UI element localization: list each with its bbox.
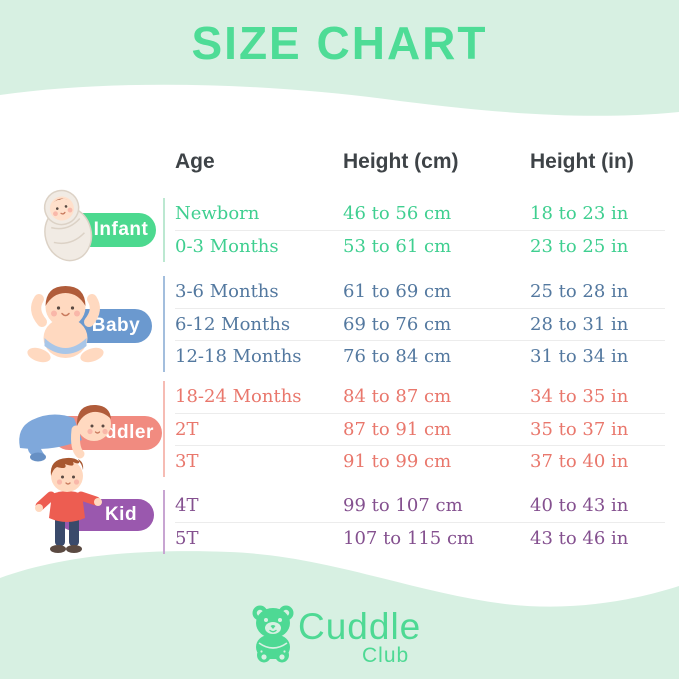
age-cell: 12-18 Months: [175, 346, 302, 367]
height-in-cell: 40 to 43 in: [530, 495, 629, 516]
height-cm-cell: 69 to 76 cm: [343, 314, 452, 335]
table-row: 4T 99 to 107 cm 40 to 43 in: [175, 490, 665, 522]
table-header: Age Height (cm) Height (in): [175, 150, 665, 174]
height-in-cell: 25 to 28 in: [530, 281, 629, 302]
table-row: 5T 107 to 115 cm 43 to 46 in: [175, 522, 665, 554]
group-infant: Newborn 46 to 56 cm 18 to 23 in 0-3 Mont…: [163, 198, 665, 262]
age-cell: 3-6 Months: [175, 281, 279, 302]
height-cm-cell: 76 to 84 cm: [343, 346, 452, 367]
age-cell: 2T: [175, 419, 199, 440]
age-cell: 3T: [175, 451, 199, 472]
group-kid: 4T 99 to 107 cm 40 to 43 in 5T 107 to 11…: [163, 490, 665, 554]
table-row: 0-3 Months 53 to 61 cm 23 to 25 in: [175, 230, 665, 262]
group-baby: 3-6 Months 61 to 69 cm 25 to 28 in 6-12 …: [163, 276, 665, 372]
height-cm-cell: 53 to 61 cm: [343, 236, 452, 257]
toddler-illustration: [19, 404, 111, 462]
height-in-cell: 34 to 35 in: [530, 386, 629, 407]
table-row: 3-6 Months 61 to 69 cm 25 to 28 in: [175, 276, 665, 308]
height-cm-cell: 61 to 69 cm: [343, 281, 452, 302]
age-cell: 5T: [175, 528, 199, 549]
kid-illustration: [35, 457, 102, 553]
brand-name: Cuddle: [298, 606, 422, 647]
table-row: 2T 87 to 91 cm 35 to 37 in: [175, 413, 665, 445]
col-header-height-in: Height (in): [530, 150, 634, 173]
table-row: 3T 91 to 99 cm 37 to 40 in: [175, 445, 665, 477]
col-header-age: Age: [175, 150, 215, 173]
height-in-cell: 23 to 25 in: [530, 236, 629, 257]
height-in-cell: 31 to 34 in: [530, 346, 629, 367]
height-cm-cell: 87 to 91 cm: [343, 419, 452, 440]
age-cell: 6-12 Months: [175, 314, 291, 335]
height-in-cell: 35 to 37 in: [530, 419, 629, 440]
group-toddler: 18-24 Months 84 to 87 cm 34 to 35 in 2T …: [163, 381, 665, 477]
brand-subname: Club: [362, 644, 410, 667]
height-in-cell: 18 to 23 in: [530, 203, 629, 224]
height-cm-cell: 84 to 87 cm: [343, 386, 452, 407]
baby-illustration: [27, 286, 104, 363]
teddy-bear-icon: [252, 605, 294, 663]
page-title: SIZE CHART: [191, 17, 488, 69]
height-in-cell: 28 to 31 in: [530, 314, 629, 335]
swaddled-infant-illustration: [43, 189, 93, 262]
height-cm-cell: 107 to 115 cm: [343, 528, 475, 549]
age-cell: 0-3 Months: [175, 236, 279, 257]
table-row: 6-12 Months 69 to 76 cm 28 to 31 in: [175, 308, 665, 340]
age-cell: Newborn: [175, 203, 260, 224]
height-cm-cell: 99 to 107 cm: [343, 495, 463, 516]
height-in-cell: 43 to 46 in: [530, 528, 629, 549]
height-in-cell: 37 to 40 in: [530, 451, 629, 472]
height-cm-cell: 91 to 99 cm: [343, 451, 452, 472]
table-row: 18-24 Months 84 to 87 cm 34 to 35 in: [175, 381, 665, 413]
col-header-height-cm: Height (cm): [343, 150, 459, 173]
age-cell: 18-24 Months: [175, 386, 302, 407]
age-cell: 4T: [175, 495, 199, 516]
height-cm-cell: 46 to 56 cm: [343, 203, 452, 224]
table-row: Newborn 46 to 56 cm 18 to 23 in: [175, 198, 665, 230]
table-row: 12-18 Months 76 to 84 cm 31 to 34 in: [175, 340, 665, 372]
